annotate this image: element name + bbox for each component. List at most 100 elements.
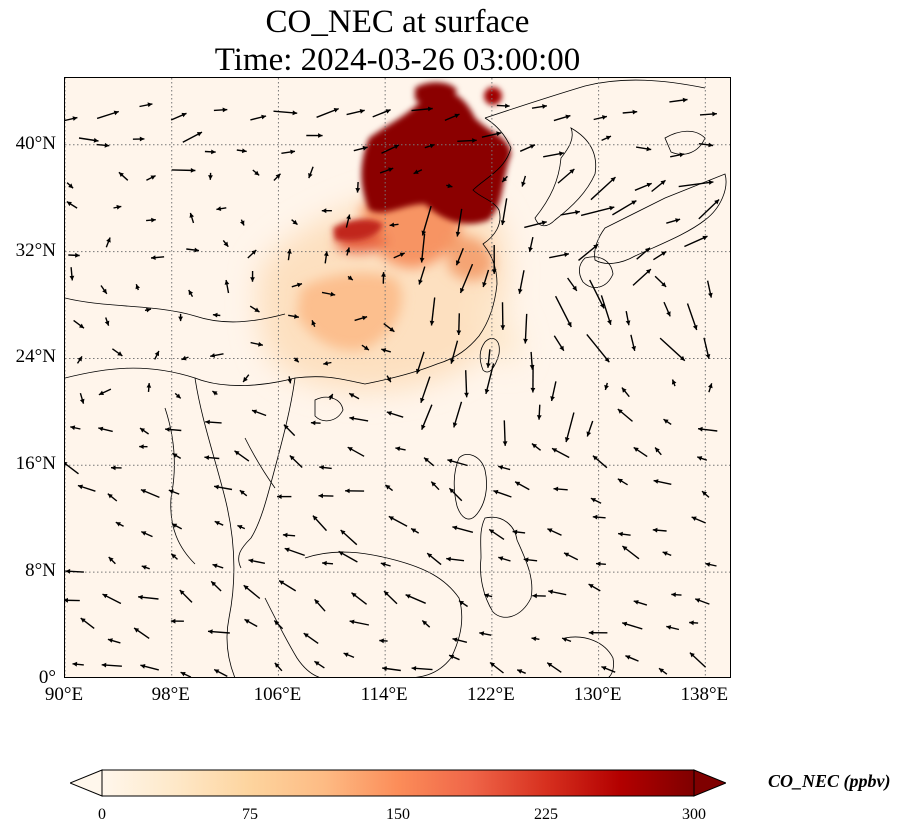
colorbar-gradient (101, 769, 695, 797)
wind-arrow (600, 295, 612, 326)
wind-arrow (502, 420, 508, 446)
wind-arrow (274, 662, 283, 672)
wind-arrow (654, 275, 667, 288)
wind-arrow (171, 168, 196, 173)
colorbar-tick-label-4: 300 (682, 806, 706, 823)
borneo-north (304, 551, 463, 677)
wind-arrow (69, 267, 75, 281)
wind-arrow (210, 580, 222, 592)
wind-arrow (553, 114, 571, 122)
wind-arrow (601, 135, 612, 142)
wind-arrow (287, 248, 292, 261)
wind-arrow (101, 662, 122, 668)
wind-arrow (588, 583, 601, 592)
wind-arrow (421, 404, 433, 430)
latitude-label-2: 24°N (15, 346, 56, 368)
wind-arrow (186, 247, 200, 253)
wind-arrow (524, 220, 547, 229)
wind-arrow (604, 382, 609, 391)
wind-arrow (237, 524, 246, 530)
wind-arrow (80, 617, 95, 629)
wind-arrow (448, 487, 463, 502)
wind-arrow (383, 323, 395, 333)
wind-arrow (595, 561, 606, 567)
wind-arrow (146, 217, 156, 223)
wind-arrow (118, 171, 129, 181)
wind-arrow (181, 355, 189, 361)
wind-arrow (421, 205, 432, 236)
wind-arrow (426, 552, 442, 566)
wind-arrow (459, 263, 474, 294)
wind-arrow (633, 446, 648, 458)
wind-arrow (140, 488, 160, 499)
wind-arrow (76, 356, 83, 364)
wind-arrow (586, 333, 610, 363)
longitude-label-1: 98°E (151, 684, 190, 705)
japan-honshu (594, 173, 727, 264)
wind-arrow (288, 314, 300, 319)
wind-arrow (79, 393, 85, 404)
wind-arrow (617, 408, 633, 422)
longitude-label-5: 130°E (573, 684, 622, 705)
wind-arrow (107, 493, 118, 502)
wind-arrow (621, 545, 640, 560)
wind-arrow (448, 654, 460, 661)
wind-arrow (621, 387, 630, 398)
wind-arrow (455, 248, 464, 266)
wind-arrow (663, 418, 672, 425)
wind-arrow (204, 149, 216, 155)
new-guinea-west (564, 636, 614, 677)
wind-arrow (65, 597, 80, 603)
wind-arrow (105, 237, 111, 248)
wind-arrow (491, 245, 497, 274)
wind-arrow (115, 521, 124, 527)
wind-arrow (678, 180, 714, 188)
latitude-label-5: 0° (38, 667, 56, 688)
colorbar-extend-min (70, 769, 103, 797)
wind-arrow (353, 145, 368, 152)
wind-arrow (282, 532, 296, 538)
wind-arrow (662, 551, 672, 557)
wind-arrow (706, 280, 713, 298)
wind-arrow (144, 307, 152, 313)
wind-arrow (671, 592, 682, 598)
wind-arrow (213, 484, 233, 491)
wind-arrow (146, 174, 156, 181)
wind-arrow (617, 478, 628, 486)
wind-arrow (310, 420, 321, 426)
map-plot-area (64, 77, 731, 678)
wind-arrow (316, 107, 339, 118)
wind-arrow (405, 594, 426, 604)
japan-kyushu (579, 256, 614, 288)
wind-arrow (457, 138, 477, 143)
wind-arrow (420, 376, 431, 404)
wind-arrow (139, 102, 153, 108)
wind-arrow (77, 484, 96, 492)
wind-arrow (578, 243, 599, 261)
wind-arrow (512, 529, 526, 535)
wind-arrow (141, 565, 150, 570)
wind-arrow (250, 114, 267, 121)
wind-arrow (133, 627, 150, 639)
wind-arrow (243, 584, 261, 600)
wind-arrow (625, 310, 631, 326)
wind-arrow (252, 169, 260, 176)
wind-arrow (447, 458, 468, 467)
wind-arrow (588, 630, 608, 636)
wind-arrow (698, 198, 720, 220)
wind-arrow (560, 210, 581, 216)
wind-arrow (652, 527, 667, 533)
wind-arrow (212, 390, 218, 396)
wind-arrow (281, 149, 296, 155)
wind-arrow (303, 632, 319, 644)
wind-arrow (548, 589, 567, 596)
wind-arrow (179, 589, 193, 603)
wind-arrow (386, 375, 392, 383)
wind-arrow (564, 412, 575, 443)
wind-arrow (234, 450, 250, 462)
wind-arrow (625, 655, 639, 662)
myanmar-border (164, 407, 196, 565)
wind-arrow (323, 360, 332, 366)
latitude-label-0: 40°N (15, 132, 56, 154)
wind-arrow (104, 317, 110, 326)
